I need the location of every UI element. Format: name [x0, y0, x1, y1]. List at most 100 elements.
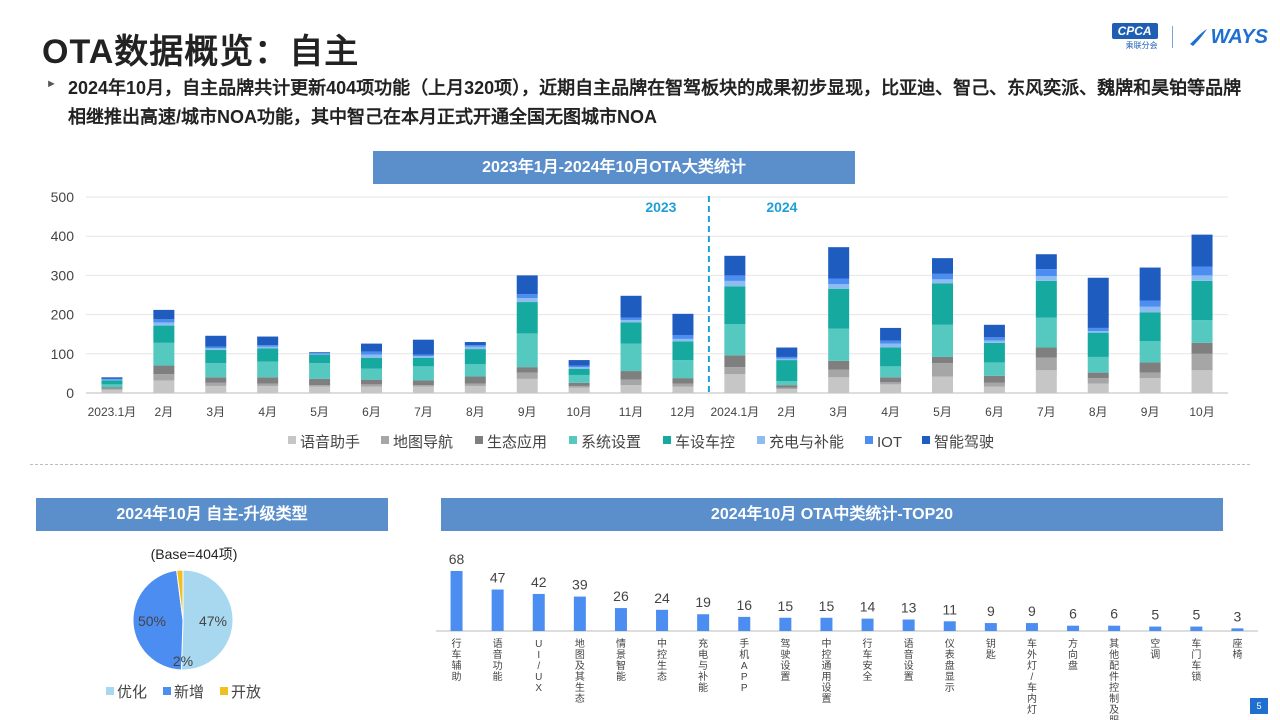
x-tick-label: 7月 — [1037, 405, 1056, 419]
y-tick-label: 0 — [66, 385, 74, 401]
legend-label: IOT — [877, 434, 902, 451]
bar-segment — [1191, 234, 1213, 267]
bar-segment — [1191, 370, 1213, 393]
x-tick-label: 8月 — [1089, 405, 1108, 419]
bar-segment — [1087, 331, 1109, 333]
bar-segment — [205, 382, 227, 386]
bar — [450, 571, 463, 631]
bar-segment — [1087, 277, 1109, 328]
bar-segment — [1035, 254, 1057, 270]
bar-segment — [412, 366, 434, 381]
bar-segment — [464, 376, 486, 384]
legend-swatch — [865, 436, 873, 444]
x-tick-label: 方向盘 — [1068, 637, 1078, 672]
legend-label: 系统设置 — [581, 434, 641, 451]
bar-segment — [672, 386, 694, 393]
summary-text: 2024年10月，自主品牌共计更新404项功能（上月320项），近期自主品牌在智… — [68, 78, 1242, 127]
bar-segment — [361, 357, 382, 369]
bar-segment — [361, 351, 382, 355]
bar-segment — [516, 378, 538, 393]
bar-segment — [257, 377, 279, 384]
bar-segment — [153, 342, 175, 366]
bar-value-label: 19 — [695, 594, 711, 610]
bar-value-label: 68 — [449, 551, 465, 567]
bar — [820, 617, 833, 631]
pie-chart-title: 2024年10月 自主-升级类型 — [36, 498, 388, 531]
bar-segment — [464, 383, 486, 386]
bar-segment — [724, 374, 746, 393]
bar-value-label: 3 — [1234, 608, 1242, 624]
section-divider — [30, 464, 1250, 465]
cpca-logo: CPCA 乘联分会 — [1111, 23, 1158, 51]
bar-segment — [361, 386, 382, 393]
bar-segment — [620, 343, 642, 372]
bar-value-label: 15 — [778, 598, 794, 614]
bar-segment — [464, 349, 486, 364]
bar-segment — [828, 284, 850, 289]
x-tick-label: 5月 — [933, 405, 952, 419]
bar-segment — [724, 280, 746, 287]
bar-segment — [464, 385, 486, 393]
x-tick-label: 4月 — [258, 405, 277, 419]
bar-segment — [1035, 370, 1057, 393]
bar-segment — [516, 298, 538, 303]
cpca-logo-text: CPCA — [1111, 23, 1158, 39]
logo-group: CPCA 乘联分会 WAYS — [1111, 22, 1268, 52]
ways-logo-text: WAYS — [1210, 25, 1268, 48]
bar-segment — [153, 319, 175, 323]
x-tick-label: 12月 — [670, 405, 695, 419]
x-tick-label: 中控通用设置 — [821, 637, 831, 705]
bar-segment — [828, 369, 850, 378]
pie-data-label: 2% — [173, 653, 193, 669]
bar-segment — [932, 283, 953, 325]
bar-segment — [205, 348, 227, 350]
bar-segment — [776, 347, 798, 357]
bar-segment — [620, 385, 642, 393]
pie-data-label: 50% — [138, 613, 166, 629]
bar-segment — [464, 346, 486, 350]
bar-segment — [828, 288, 850, 329]
x-tick-label: 4月 — [881, 405, 900, 419]
bar-segment — [309, 353, 331, 355]
bar-segment — [361, 368, 382, 380]
x-tick-label: 3月 — [829, 405, 848, 419]
bar-segment — [568, 360, 590, 366]
bar-segment — [880, 384, 902, 393]
bar-segment — [101, 387, 123, 389]
bar-segment — [620, 322, 642, 344]
legend-label: 优化 — [117, 684, 147, 701]
bar-segment — [101, 388, 123, 390]
bar-segment — [101, 378, 123, 380]
bar-segment — [516, 294, 538, 299]
x-tick-label: 地图及其生态 — [575, 637, 585, 705]
bar-segment — [1035, 280, 1057, 318]
bar — [1108, 625, 1121, 631]
bar-segment — [361, 343, 382, 352]
x-tick-label: 中控生态 — [657, 637, 667, 683]
stacked-chart-title: 2023年1月-2024年10月OTA大类统计 — [373, 151, 855, 184]
bar-segment — [516, 275, 538, 295]
bar-segment — [412, 380, 434, 386]
bar-segment — [464, 363, 486, 377]
bar-segment — [412, 357, 434, 367]
bar-segment — [776, 356, 798, 359]
bar-value-label: 13 — [901, 600, 917, 616]
bar-segment — [620, 317, 642, 321]
bar-segment — [101, 389, 123, 393]
bar-segment — [672, 313, 694, 335]
bar-segment — [1139, 312, 1161, 342]
bar-segment — [361, 384, 382, 387]
x-tick-label: 手机 A P P — [739, 637, 749, 694]
bar-segment — [672, 338, 694, 342]
bar-segment — [101, 384, 123, 388]
bar — [491, 589, 504, 631]
bar-segment — [1035, 269, 1057, 277]
bar — [614, 608, 627, 631]
bar-value-label: 42 — [531, 574, 547, 590]
bar-segment — [257, 346, 279, 349]
bar-segment — [672, 378, 694, 384]
bullet-arrow-icon: ► — [46, 78, 57, 90]
x-tick-label: 5月 — [310, 405, 329, 419]
y-tick-label: 300 — [51, 267, 75, 283]
